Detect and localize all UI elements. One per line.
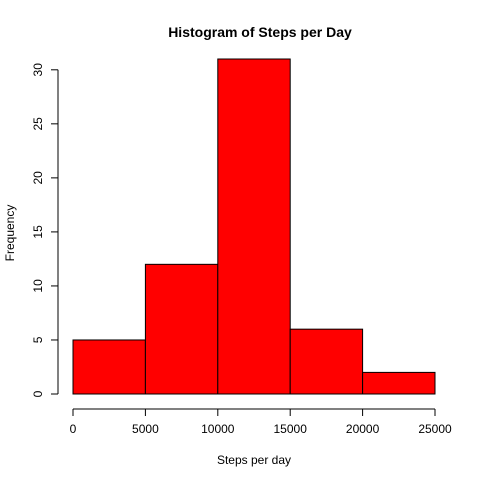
- bar-3: [289, 328, 364, 395]
- x-tick-label-4: 20000: [346, 422, 380, 436]
- y-axis: 0 5 10 15 20 25 30: [31, 63, 59, 397]
- y-axis-label: Frequency: [3, 205, 17, 262]
- bar-1: [144, 263, 219, 395]
- x-tick-label-2: 10000: [201, 422, 235, 436]
- x-axis-label: Steps per day: [217, 453, 291, 467]
- bar-4: [362, 371, 436, 395]
- bar-2: [217, 58, 291, 395]
- x-tick-label-5: 25000: [418, 422, 452, 436]
- y-tick-label-1: 5: [31, 336, 45, 343]
- x-tick-label-0: 0: [70, 422, 77, 436]
- chart-title: Histogram of Steps per Day: [168, 24, 352, 40]
- x-tick-label-3: 15000: [274, 422, 308, 436]
- y-tick-label-5: 25: [31, 117, 45, 131]
- x-tick-label-1: 5000: [132, 422, 159, 436]
- y-tick-label-3: 15: [31, 225, 45, 239]
- y-tick-label-2: 10: [31, 279, 45, 293]
- bar-0: [72, 339, 146, 395]
- y-tick-label-4: 20: [31, 171, 45, 185]
- y-tick-label-0: 0: [31, 390, 45, 397]
- x-axis: 0 5000 10000 15000 20000 25000: [70, 408, 452, 436]
- y-tick-label-6: 30: [31, 63, 45, 77]
- bars: [72, 58, 436, 395]
